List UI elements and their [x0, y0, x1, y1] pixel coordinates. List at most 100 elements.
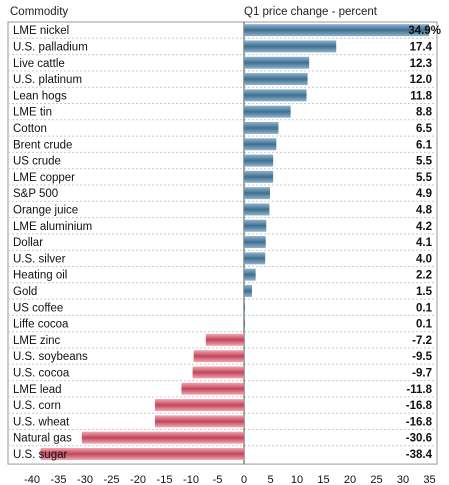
plot-frame — [7, 21, 438, 465]
category-label: Natural gas — [13, 433, 72, 445]
bar — [244, 268, 256, 281]
category-label: U.S. corn — [13, 400, 61, 412]
x-tick-label: -20 — [130, 474, 146, 485]
bar — [81, 431, 244, 444]
value-label: 12.0 — [410, 74, 432, 86]
category-label: US coffee — [13, 302, 63, 314]
value-label: 12.3 — [410, 58, 432, 70]
bar — [244, 284, 252, 297]
bar — [244, 138, 277, 151]
bar — [244, 40, 337, 53]
category-labels: LME nickel U.S. palladium Live cattle U.S. … — [13, 25, 92, 461]
category-axis-header: Commodity — [10, 6, 68, 18]
category-label: Brent crude — [13, 139, 72, 151]
bar — [244, 170, 274, 183]
bar — [154, 399, 244, 412]
value-label: -11.8 — [406, 384, 432, 396]
value-label: 0.1 — [416, 302, 433, 314]
x-tick-label: 10 — [291, 474, 303, 485]
x-tick-label: 0 — [241, 474, 247, 485]
category-label: Orange juice — [13, 204, 78, 216]
category-label: Dollar — [13, 237, 43, 249]
bar — [244, 317, 245, 330]
bar — [244, 236, 266, 249]
value-label: 6.5 — [416, 123, 433, 135]
bar — [244, 56, 310, 69]
category-label: U.S. palladium — [13, 41, 88, 53]
value-labels: 34.9% 17.4 12.3 12.0 11.8 8.8 6.5 6.1 5.5 5.5 4.9 4… — [406, 25, 441, 461]
bar — [193, 350, 244, 363]
value-label: 4.8 — [416, 204, 433, 216]
value-label: -16.8 — [406, 416, 433, 428]
value-label: 4.1 — [416, 237, 433, 249]
x-tick-label: -25 — [104, 474, 120, 485]
value-label: -30.6 — [406, 433, 432, 445]
bar — [181, 382, 244, 395]
x-tick-label: 5 — [267, 474, 273, 485]
bar — [244, 203, 270, 216]
category-label: U.S. sugar — [13, 449, 67, 461]
value-label: 34.9% — [408, 25, 441, 37]
value-label: 5.5 — [416, 172, 433, 184]
x-tick-label: -10 — [183, 474, 199, 485]
category-label: LME aluminium — [13, 221, 92, 233]
value-label: -9.7 — [412, 367, 432, 379]
value-label: 11.8 — [410, 90, 432, 102]
category-label: Live cattle — [13, 58, 65, 70]
value-label: -16.8 — [406, 400, 433, 412]
grid-layer — [7, 21, 438, 465]
category-label: Lean hogs — [13, 90, 67, 102]
value-label: 2.2 — [416, 270, 432, 282]
x-tick-label: 25 — [370, 474, 382, 485]
x-tick-label: 30 — [397, 474, 409, 485]
x-tick-label: -30 — [77, 474, 93, 485]
value-label: -7.2 — [412, 335, 432, 347]
bars-layer — [40, 24, 429, 460]
bar — [244, 301, 245, 314]
category-label: Gold — [13, 286, 37, 298]
bar — [40, 447, 245, 460]
value-label: 17.4 — [410, 41, 433, 53]
value-label: 1.5 — [416, 286, 433, 298]
bar — [244, 187, 270, 200]
x-tick-label: 15 — [317, 474, 329, 485]
value-label: -38.4 — [406, 449, 433, 461]
category-label: S&P 500 — [13, 188, 58, 200]
value-label: 4.2 — [416, 221, 432, 233]
x-tick-label: -5 — [213, 474, 223, 485]
category-label: Liffe cocoa — [13, 319, 69, 331]
value-label: 6.1 — [416, 139, 433, 151]
value-label: 4.0 — [416, 253, 432, 265]
category-label: U.S. platinum — [13, 74, 82, 86]
value-label: -9.5 — [412, 351, 432, 363]
category-label: Heating oil — [13, 270, 67, 282]
category-label: LME lead — [13, 384, 62, 396]
bar — [192, 366, 244, 379]
value-label: 5.5 — [416, 156, 433, 168]
category-label: U.S. soybeans — [13, 351, 88, 363]
value-label: 0.1 — [416, 319, 433, 331]
bar — [244, 105, 291, 118]
x-tick-label: 35 — [423, 474, 435, 485]
category-label: LME copper — [13, 172, 75, 184]
bar — [244, 73, 308, 86]
x-tick-label: 20 — [344, 474, 356, 485]
bar — [244, 154, 274, 167]
category-label: LME tin — [13, 107, 52, 119]
x-tick-label: -35 — [51, 474, 67, 485]
bar — [244, 219, 267, 232]
category-label: U.S. cocoa — [13, 367, 70, 379]
category-label: U.S. silver — [13, 253, 66, 265]
value-label: 8.8 — [416, 107, 433, 119]
category-label: Cotton — [13, 123, 47, 135]
bar — [244, 89, 307, 102]
category-label: U.S. wheat — [13, 416, 70, 428]
category-label: US crude — [13, 156, 61, 168]
x-tick-label: -15 — [157, 474, 173, 485]
x-tick-label: -40 — [24, 474, 40, 485]
bar — [205, 333, 244, 346]
bar — [244, 121, 279, 134]
bar — [244, 24, 429, 37]
value-label: 4.9 — [416, 188, 432, 200]
